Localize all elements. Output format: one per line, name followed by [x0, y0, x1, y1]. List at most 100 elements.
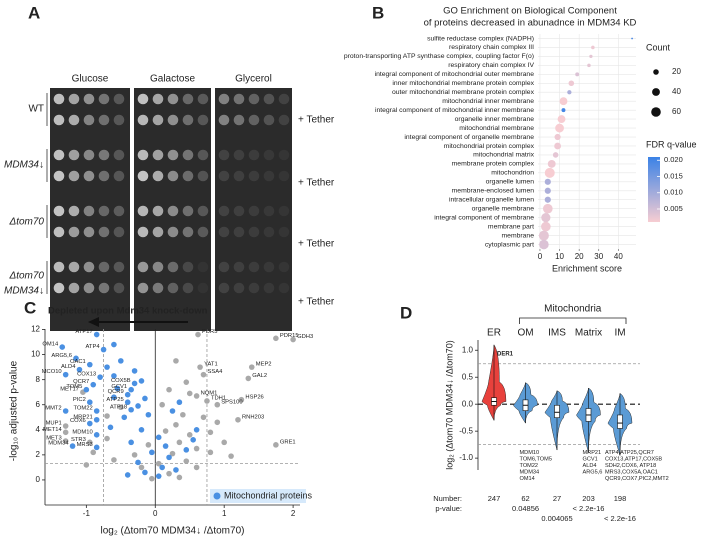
yeast-spot — [68, 93, 80, 105]
data-point — [238, 396, 245, 403]
chart-title: of proteins decreased in abunadnce in MD… — [424, 18, 637, 29]
panel-label: B — [372, 3, 384, 22]
point-label: MRP21 — [73, 414, 92, 420]
yeast-spot — [278, 149, 290, 161]
category-label: IMS — [548, 328, 566, 339]
tether-label: + Tether — [298, 178, 335, 189]
tether-label: + Tether — [298, 115, 335, 126]
data-point — [104, 435, 110, 442]
data-point — [111, 394, 117, 401]
y-tick-label: inner mitochondrial membrane protein com… — [392, 80, 534, 87]
yeast-spot — [68, 226, 80, 238]
yeast-spot — [233, 226, 245, 238]
yeast-spot — [53, 261, 65, 273]
yeast-spot — [152, 261, 164, 273]
yeast-spot — [218, 114, 230, 126]
data-point — [235, 416, 241, 423]
yeast-spot — [68, 170, 80, 182]
point-label: MRS3 — [77, 442, 93, 448]
legend-size-dot — [651, 107, 661, 117]
dot — [575, 72, 580, 77]
yeast-spot — [152, 149, 164, 161]
yeast-spot — [218, 170, 230, 182]
yeast-spot — [83, 93, 95, 105]
yeast-spot — [197, 226, 209, 238]
data-point — [173, 421, 179, 428]
point-label: GRE1 — [280, 439, 296, 445]
plate-image — [215, 88, 292, 331]
data-point — [69, 443, 76, 449]
yeast-spot — [53, 170, 65, 182]
legend-label: Mitochondrial proteins — [224, 490, 313, 500]
data-point — [131, 380, 138, 387]
data-point — [138, 427, 145, 433]
point-label: SPS100 — [221, 399, 242, 405]
colorbar-tick-label: 0.020 — [664, 155, 683, 164]
data-point — [124, 391, 131, 398]
plot-background — [538, 34, 636, 249]
dot — [547, 159, 556, 168]
yeast-spot — [263, 170, 275, 182]
condition-label: Glycerol — [235, 74, 272, 85]
yeast-spot — [152, 205, 164, 217]
point-label: ATP18 — [110, 404, 127, 410]
box — [554, 404, 560, 418]
dot — [559, 97, 568, 106]
yeast-spot — [152, 226, 164, 238]
category-label: ER — [487, 328, 501, 339]
data-point — [159, 401, 165, 408]
point-label: YAT1 — [204, 362, 218, 368]
x-tick-label: 0 — [153, 509, 158, 518]
data-point — [186, 432, 193, 438]
yeast-spot — [68, 261, 80, 273]
gene-label: TOM22 — [520, 463, 539, 469]
yeast-spot — [167, 205, 179, 217]
y-tick-label: organelle inner membrane — [455, 116, 535, 123]
p-value: 0.004065 — [541, 514, 572, 523]
x-tick-label: 40 — [614, 252, 623, 261]
data-point — [138, 378, 145, 384]
yeast-spot — [167, 149, 179, 161]
dot — [541, 213, 551, 223]
dot — [568, 80, 575, 87]
point-label: MEP2 — [256, 362, 272, 368]
dot — [554, 133, 561, 141]
yeast-spot — [263, 282, 275, 294]
data-point — [162, 443, 169, 449]
data-point — [107, 424, 114, 431]
dot — [631, 37, 633, 40]
p-value: < 2.2e-16 — [604, 514, 636, 523]
yeast-spot — [248, 282, 260, 294]
legend-label: 20 — [672, 67, 681, 76]
yeast-spot — [197, 282, 209, 294]
data-point — [173, 358, 179, 364]
legend-size-dot — [653, 69, 659, 75]
category-label: IM — [614, 328, 625, 339]
yeast-spot — [218, 261, 230, 273]
point-label: MDM34 — [48, 441, 69, 447]
data-point — [124, 472, 131, 478]
data-point — [155, 434, 162, 441]
point-label: ARG5,6 — [51, 353, 72, 359]
dot — [542, 203, 553, 214]
y-tick-label: 2 — [36, 450, 41, 459]
data-point — [111, 457, 117, 463]
yeast-spot — [113, 170, 125, 182]
data-point — [195, 331, 201, 338]
yeast-spot — [182, 149, 194, 161]
data-point — [204, 398, 210, 404]
data-point — [169, 408, 176, 414]
point-label: MET17 — [60, 387, 79, 393]
point-label: COX5B — [111, 378, 131, 384]
point-label: ALD4 — [61, 364, 76, 370]
data-point — [121, 414, 128, 421]
yeast-spot — [248, 93, 260, 105]
data-point — [193, 427, 200, 433]
tether-label: + Tether — [298, 297, 335, 308]
y-tick-label: membrane — [502, 232, 535, 239]
data-point — [135, 403, 141, 409]
colorbar — [648, 157, 660, 222]
yeast-spot — [248, 226, 260, 238]
dot — [541, 221, 551, 232]
data-point — [197, 364, 203, 370]
